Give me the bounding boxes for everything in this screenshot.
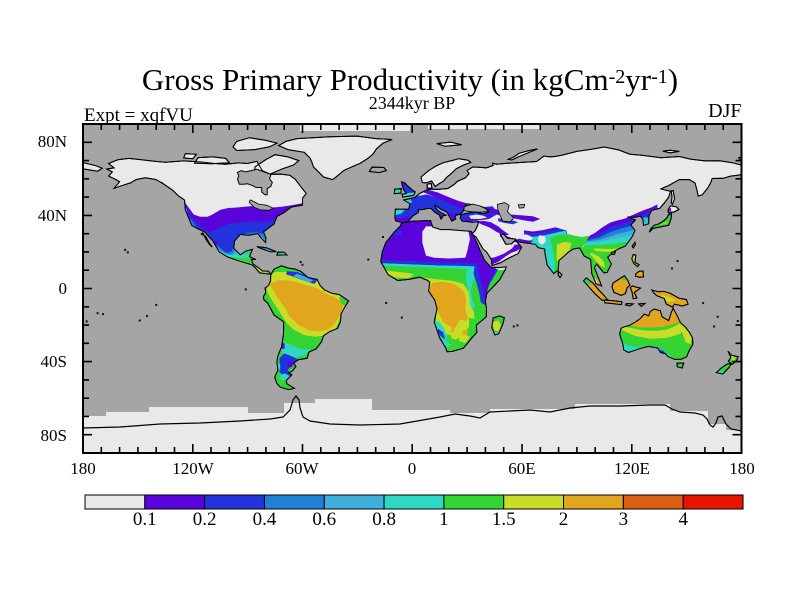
svg-text:2: 2 — [559, 509, 569, 530]
svg-text:1.5: 1.5 — [492, 509, 516, 530]
svg-text:3: 3 — [619, 509, 629, 530]
svg-text:1: 1 — [439, 509, 449, 530]
svg-text:0.1: 0.1 — [133, 509, 157, 530]
svg-text:0.8: 0.8 — [372, 509, 396, 530]
svg-text:4: 4 — [678, 509, 688, 530]
svg-text:0.6: 0.6 — [312, 509, 336, 530]
svg-text:0.2: 0.2 — [193, 509, 217, 530]
svg-text:0.4: 0.4 — [253, 509, 277, 530]
